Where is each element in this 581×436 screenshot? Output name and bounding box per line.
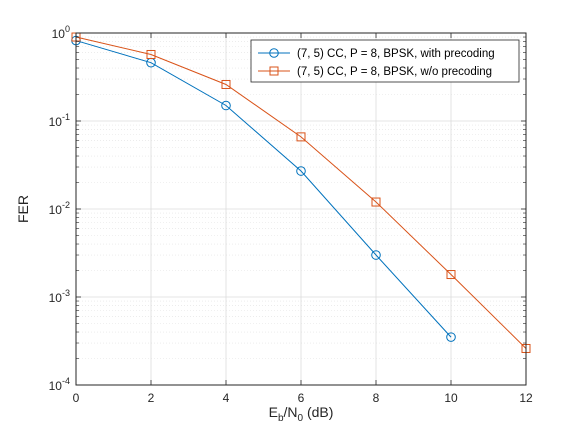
- series-0-point: [296, 166, 306, 176]
- series-line-0: [75, 40, 452, 338]
- legend-marker-without-precoding: [269, 66, 279, 76]
- y-tick-exponent: -3: [62, 288, 70, 298]
- legend: (7, 5) CC, P = 8, BPSK, with precoding (…: [250, 39, 520, 83]
- y-tick-label: 10-4: [49, 376, 70, 393]
- y-tick-label: 10-3: [49, 288, 70, 305]
- x-tick-label: 4: [223, 391, 230, 405]
- series-1-point: [446, 270, 456, 280]
- series-layer: [71, 32, 531, 353]
- y-tick-exponent: 0: [65, 24, 70, 34]
- series-0-point: [446, 332, 456, 342]
- y-tick-base: 10: [49, 203, 63, 217]
- y-tick-base: 10: [52, 27, 66, 41]
- legend-marker-with-precoding: [269, 48, 279, 58]
- y-tick-exponent: -2: [62, 200, 70, 210]
- x-label-main: E: [269, 404, 278, 420]
- x-label-tail: (dB): [303, 404, 333, 420]
- y-tick-exponent: -4: [62, 376, 70, 386]
- legend-box: [250, 39, 520, 83]
- x-label-sub1: b: [278, 413, 284, 424]
- x-label-sub2: 0: [298, 413, 304, 424]
- y-tick-label: 100: [52, 24, 70, 41]
- series-line-1: [75, 36, 527, 349]
- x-tick-label: 12: [519, 391, 533, 405]
- y-axis-label: FER: [15, 195, 31, 223]
- x-axis-label: Eb/N0 (dB): [269, 404, 334, 424]
- x-tick-label: 10: [444, 391, 458, 405]
- x-tick-label: 2: [148, 391, 155, 405]
- x-label-mid: /N: [284, 404, 298, 420]
- series-1-point: [221, 79, 231, 89]
- y-tick-base: 10: [49, 115, 63, 129]
- x-tick-label: 0: [73, 391, 80, 405]
- y-tick-base: 10: [49, 291, 63, 305]
- series-1-point: [146, 49, 156, 59]
- y-tick-exponent: -1: [62, 112, 70, 122]
- y-tick-label: 10-1: [49, 112, 70, 129]
- series-0-point: [371, 250, 381, 260]
- x-tick-label: 8: [373, 391, 380, 405]
- series-1-point: [371, 197, 381, 207]
- series-0-point: [221, 100, 231, 111]
- legend-label-with-precoding: (7, 5) CC, P = 8, BPSK, with precoding: [297, 48, 495, 60]
- y-tick-label: 10-2: [49, 200, 70, 217]
- y-tick-base: 10: [49, 379, 63, 393]
- legend-label-without-precoding: (7, 5) CC, P = 8, BPSK, w/o precoding: [297, 66, 492, 78]
- x-tick-label: 6: [298, 391, 305, 405]
- series-1-point: [296, 132, 306, 142]
